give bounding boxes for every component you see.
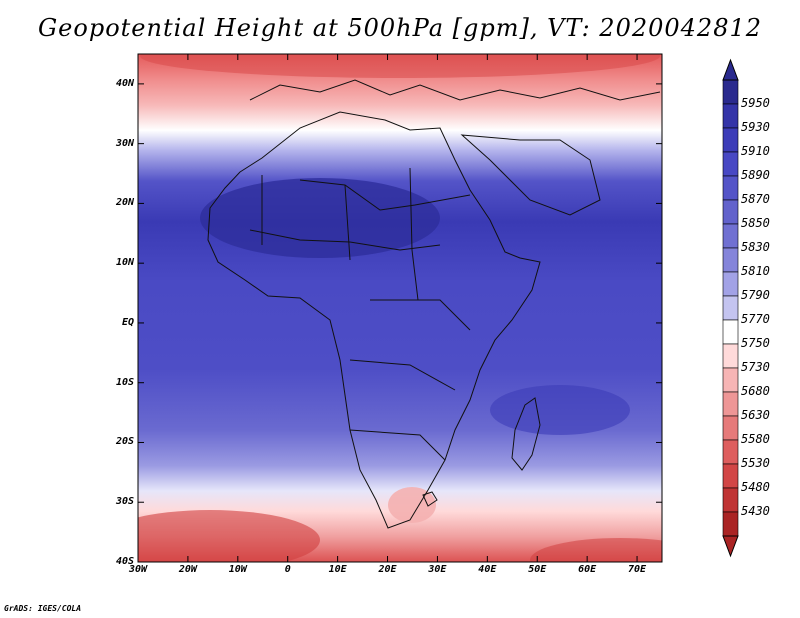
low-core-north: [140, 54, 660, 78]
colorbar-level-label: 5870: [741, 192, 770, 206]
madagascar: [511, 397, 541, 471]
colorbar-swatch: [722, 247, 739, 273]
colorbar-level-label: 5810: [741, 264, 770, 278]
colorbar-level-label: 5830: [741, 240, 770, 254]
lat-tick-label: 40S: [115, 556, 134, 567]
colorbar-swatch: [722, 127, 739, 153]
lon-tick-label: 50E: [528, 564, 547, 575]
border-line-5: [409, 167, 419, 301]
colorbar-level-label: 5930: [741, 120, 770, 134]
map-title: Geopotential Height at 500hPa [gpm], VT:…: [38, 14, 762, 42]
lon-tick-label: 20W: [178, 564, 197, 575]
border-line-2: [249, 229, 441, 251]
colorbar-swatch: [722, 295, 739, 321]
colorbar-bottom-arrow: [722, 535, 739, 558]
colorbar-level-label: 5430: [741, 504, 770, 518]
lon-tick-label: 10W: [228, 564, 247, 575]
colorbar-swatch: [722, 463, 739, 489]
colorbar-swatch: [722, 79, 739, 105]
lon-tick-label: 40E: [478, 564, 497, 575]
colorbar-swatch: [722, 439, 739, 465]
lon-tick-label: 20E: [378, 564, 397, 575]
colorbar-level-label: 5580: [741, 432, 770, 446]
colorbar-level-label: 5950: [741, 96, 770, 110]
colorbar-swatch: [722, 223, 739, 249]
axis-ticks: [137, 54, 662, 563]
colorbar-level-label: 5910: [741, 144, 770, 158]
low-core-southeast: [530, 538, 662, 562]
colorbar-swatch: [722, 175, 739, 201]
coastlines-and-borders: [207, 79, 661, 529]
lat-tick-label: 10N: [115, 257, 134, 269]
colorbar-level-label: 5630: [741, 408, 770, 422]
colorbar-swatch: [722, 511, 739, 537]
colorbar-swatch: [722, 319, 739, 345]
lat-tick-label: EQ: [121, 316, 134, 328]
lon-tick-label: 30E: [428, 564, 447, 575]
colorbar-swatch: [722, 271, 739, 297]
colorbar-top-arrow: [722, 58, 739, 81]
colorbar-level-label: 5790: [741, 288, 770, 302]
lon-tick-label: 30W: [128, 564, 148, 575]
border-line-7: [349, 359, 456, 391]
colorbar-level-label: 5890: [741, 168, 770, 182]
lon-tick-label: 70E: [628, 564, 647, 575]
border-line-6: [370, 299, 471, 331]
lat-tick-label: 20N: [115, 197, 134, 209]
lat-tick-label: 10S: [115, 376, 134, 388]
lesotho: [422, 491, 438, 507]
colorbar-swatch: [722, 199, 739, 225]
lon-tick-label: 60E: [578, 564, 597, 575]
border-line-4: [344, 184, 351, 261]
lon-tick-label: 0: [284, 564, 291, 575]
lat-tick-label: 20S: [115, 436, 134, 448]
map-frame: [137, 53, 663, 563]
colorbar-level-label: 5850: [741, 216, 770, 230]
colorbar-swatch: [722, 367, 739, 393]
colorbar-level-label: 5680: [741, 384, 770, 398]
lat-tick-label: 40N: [115, 77, 134, 89]
colorbar-level-label: 5730: [741, 360, 770, 374]
colorbar-level-label: 5750: [741, 336, 770, 350]
africa-coastline: [207, 111, 541, 529]
colorbar-swatch: [722, 151, 739, 177]
arabia-coast: [460, 134, 601, 216]
credit-text: GrADS: IGES/COLA: [4, 604, 82, 613]
colorbar-swatch: [722, 487, 739, 513]
border-line-1: [299, 179, 471, 211]
border-line-8: [349, 429, 446, 461]
colorbar-level-label: 5530: [741, 456, 770, 470]
lat-tick-label: 30N: [115, 137, 134, 149]
lat-tick-label: 30S: [115, 496, 134, 508]
map-field-background: [138, 54, 662, 562]
colorbar-level-label: 5480: [741, 480, 770, 494]
map-contour-features: [138, 54, 662, 562]
low-core-southwest: [138, 510, 320, 562]
high-core-sahara: [200, 178, 440, 258]
colorbar-swatch: [722, 391, 739, 417]
europe-coast: [249, 79, 661, 101]
colorbar-swatch: [722, 415, 739, 441]
colorbar: [722, 58, 739, 558]
colorbar-level-label: 5770: [741, 312, 770, 326]
high-core-east: [490, 385, 630, 435]
colorbar-swatch: [722, 343, 739, 369]
lon-tick-label: 10E: [328, 564, 347, 575]
colorbar-swatch: [722, 103, 739, 129]
